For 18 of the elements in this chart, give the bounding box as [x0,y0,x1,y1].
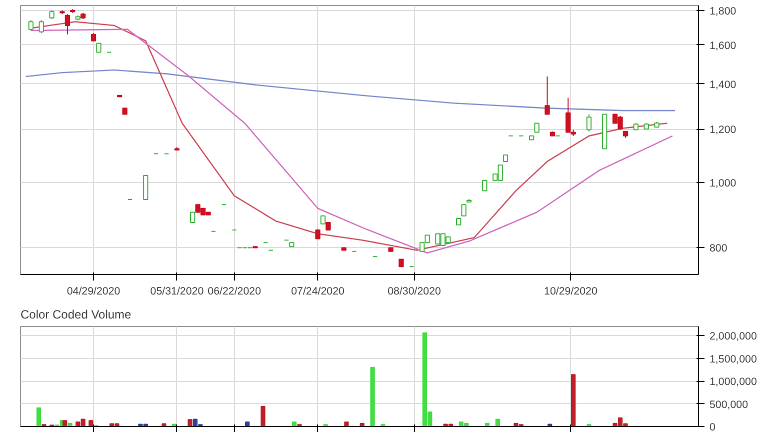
y-tick-label: 500,000 [710,398,748,411]
y-tick-label: 1,600 [710,40,736,52]
y-tick-label: 800 [710,242,728,255]
chart-title: Color Coded Volume [20,308,132,322]
x-tick-label: 10/29/2020 [544,286,598,298]
y-tick-label: 1,000 [710,177,736,190]
x-tick-label: 04/29/2020 [66,286,120,298]
y-tick-label: 0 [710,422,716,432]
y-tick-label: 2,000,000 [710,330,757,343]
x-tick-label: 07/24/2020 [291,286,345,298]
y-tick-label: 1,800 [710,5,736,18]
x-tick-label: 08/30/2020 [388,286,441,298]
x-tick-label: 06/22/2020 [208,286,262,298]
x-tick-label: 05/31/2020 [150,286,204,298]
y-tick-label: 1,000,000 [710,376,757,388]
y-tick-label: 1,400 [710,78,736,91]
y-tick-label: 1,200 [710,124,736,136]
y-tick-label: 1,500,000 [710,353,757,366]
